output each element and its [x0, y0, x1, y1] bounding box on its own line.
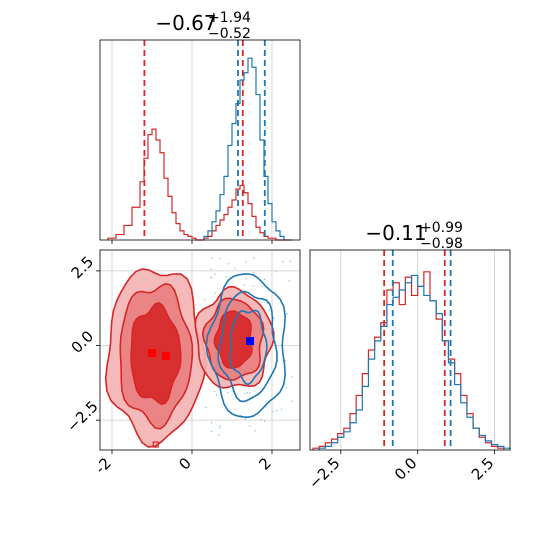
title-lower-error: −0.98 [420, 236, 463, 252]
blue-contour-level [229, 309, 268, 386]
scatter-point [225, 275, 227, 278]
axes-frame [309, 249, 511, 451]
scatter-point [291, 376, 293, 378]
x-tick-label: 0 [175, 454, 194, 473]
scatter-point [215, 394, 218, 396]
histogram-series [107, 40, 292, 244]
scatter-point [234, 267, 236, 270]
scatter-point [203, 298, 206, 301]
histogram-panel-x: −0.67 +1.94 −0.52 [99, 10, 301, 244]
title-lower-error: −0.52 [208, 26, 251, 42]
scatter-point [243, 284, 246, 286]
contour-panel: -2 0 2 2.5 0.0 −2.5 [63, 249, 301, 477]
histogram-panel-y: −2.5 0.0 2.5 −0.11 +0.99 −0.98 [305, 220, 511, 493]
y-tick-label: 2.5 [68, 253, 98, 283]
x-tick-label: −2.5 [305, 454, 343, 492]
red-marker [162, 351, 170, 360]
scatter-point [218, 257, 221, 260]
x-tick-label: 0.0 [391, 454, 421, 484]
scatter-point [248, 424, 251, 427]
scatter-point [285, 386, 288, 389]
scatter-point [210, 422, 213, 424]
y-tick-label: −2.5 [63, 397, 101, 435]
scatter-point [246, 391, 249, 394]
scatter-point [252, 285, 255, 288]
scatter-point [211, 256, 214, 259]
scatter-point [227, 391, 230, 394]
scatter-point [245, 278, 247, 280]
panel-title: −0.67 [155, 11, 216, 35]
contour-series [104, 256, 293, 448]
title-upper-error: +0.99 [420, 220, 463, 236]
scatter-point [263, 420, 266, 423]
scatter-point [289, 260, 292, 263]
scatter-point [275, 409, 278, 412]
y-tick-labels: 2.5 0.0 −2.5 [63, 253, 101, 436]
title-upper-error: +1.94 [208, 10, 251, 26]
axes-frame [99, 39, 301, 241]
axes-frame [99, 249, 301, 451]
scatter-point [280, 408, 283, 410]
scatter-point [291, 400, 293, 402]
scatter-point [213, 390, 216, 393]
scatter-point [245, 261, 247, 263]
scatter-point [263, 278, 266, 281]
scatter-point [284, 359, 287, 362]
scatter-point [214, 292, 217, 294]
scatter-point [286, 312, 289, 315]
scatter-point [244, 418, 247, 420]
blue-contour-level [217, 290, 278, 403]
scatter-point [254, 429, 256, 432]
scatter-point [268, 309, 270, 311]
blue-contour-level [205, 273, 287, 419]
histogram-series [312, 250, 511, 454]
title-value: −0.67 [155, 11, 216, 35]
scatter-point [218, 434, 220, 436]
x-tick-labels: −2.5 0.0 2.5 [305, 454, 497, 492]
scatter-point [275, 270, 278, 273]
scatter-point [205, 406, 208, 409]
scatter-point [244, 392, 246, 395]
scatter-point [282, 260, 284, 263]
x-tick-label: 2.5 [468, 454, 498, 484]
y-tick-label: 0.0 [68, 327, 98, 357]
x-tick-label: -2 [92, 454, 115, 477]
outlier-marker [152, 441, 159, 448]
scatter-point [253, 256, 255, 259]
scatter-point [288, 280, 291, 282]
scatter-point [273, 317, 275, 319]
panel-title: −0.11 [365, 221, 426, 245]
scatter-point [260, 418, 263, 421]
hist-series-0 [312, 271, 505, 450]
scatter-point [252, 271, 255, 274]
scatter-point [218, 427, 221, 430]
scatter-point [219, 425, 222, 427]
hist-series-1 [318, 274, 511, 450]
scatter-point [261, 285, 264, 288]
scatter-point [210, 276, 212, 279]
hist-series-1 [203, 57, 285, 240]
scatter-point [249, 392, 251, 394]
scatter-point [210, 430, 213, 433]
scatter-point [271, 410, 274, 413]
scatter-point [210, 268, 213, 270]
red-marker [148, 348, 156, 357]
x-tick-label: 2 [255, 454, 274, 473]
x-tick-labels: -2 0 2 [92, 450, 275, 477]
title-value: −0.11 [365, 221, 426, 245]
blue-marker [246, 337, 254, 346]
scatter-point [214, 273, 216, 275]
scatter-point [227, 262, 230, 265]
